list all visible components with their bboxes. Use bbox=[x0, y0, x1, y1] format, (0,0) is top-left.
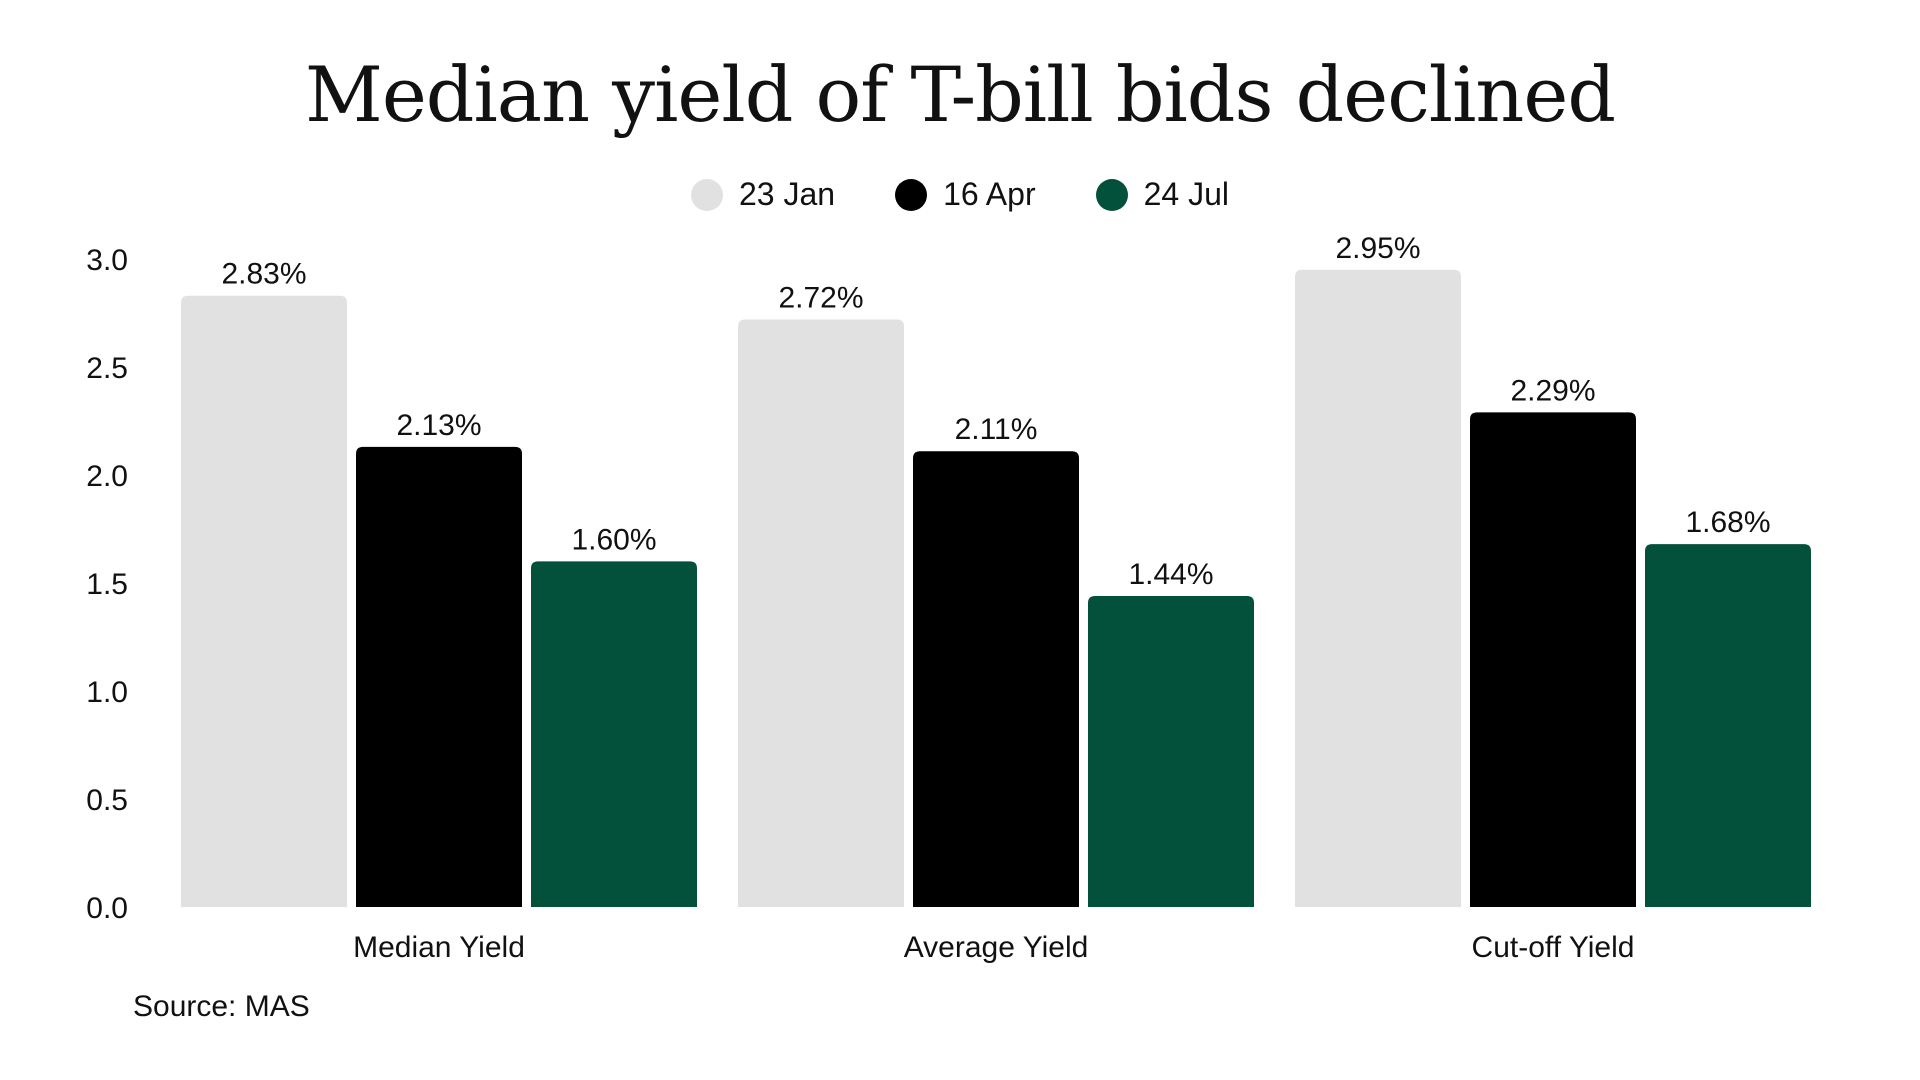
bar-cut-off-yield-24-jul bbox=[1645, 544, 1811, 907]
bar-cut-off-yield-23-jan bbox=[1295, 269, 1461, 907]
data-label-average-yield-24-jul: 1.44% bbox=[1128, 558, 1213, 591]
legend-item-24-jul: 24 Jul bbox=[1095, 176, 1229, 213]
y-tick-label: 2.0 bbox=[86, 460, 128, 493]
data-label-cut-off-yield-23-jan: 2.95% bbox=[1335, 232, 1420, 265]
source-note: Source: MAS bbox=[133, 990, 310, 1023]
bar-average-yield-24-jul bbox=[1088, 595, 1254, 907]
y-tick-label: 2.5 bbox=[86, 352, 128, 385]
y-tick-label: 1.5 bbox=[86, 568, 128, 601]
y-tick-label: 1.0 bbox=[86, 676, 128, 709]
x-category-label: Cut-off Yield bbox=[1472, 931, 1635, 964]
legend-swatch-23-jan bbox=[691, 178, 723, 211]
data-label-cut-off-yield-24-jul: 1.68% bbox=[1685, 506, 1770, 539]
legend-swatch-24-jul bbox=[1095, 178, 1128, 211]
bar-average-yield-23-jan bbox=[738, 319, 904, 908]
data-label-median-yield-23-jan: 2.83% bbox=[221, 258, 306, 291]
bar-median-yield-23-jan bbox=[181, 295, 347, 908]
bar-median-yield-16-apr bbox=[356, 446, 522, 907]
bar-cut-off-yield-16-apr bbox=[1470, 412, 1636, 907]
legend-item-16-apr: 16 Apr bbox=[895, 176, 1036, 213]
y-tick-label: 3.0 bbox=[86, 244, 128, 277]
data-label-average-yield-23-jan: 2.72% bbox=[778, 281, 863, 314]
legend-label-23-jan: 23 Jan bbox=[739, 176, 836, 212]
data-label-median-yield-16-apr: 2.13% bbox=[396, 409, 481, 442]
bar-median-yield-24-jul bbox=[531, 561, 697, 907]
legend-item-23-jan: 23 Jan bbox=[691, 176, 835, 213]
legend-label-24-jul: 24 Jul bbox=[1143, 176, 1229, 212]
legend: 23 Jan 16 Apr 24 Jul bbox=[0, 176, 1920, 213]
legend-swatch-16-apr bbox=[895, 178, 928, 211]
x-category-label: Median Yield bbox=[353, 931, 525, 964]
x-category-label: Average Yield bbox=[904, 931, 1089, 964]
data-label-average-yield-16-apr: 2.11% bbox=[955, 413, 1038, 446]
data-label-cut-off-yield-16-apr: 2.29% bbox=[1510, 374, 1595, 407]
y-tick-label: 0.5 bbox=[86, 784, 128, 817]
data-label-median-yield-24-jul: 1.60% bbox=[571, 523, 656, 556]
bar-average-yield-16-apr bbox=[913, 451, 1079, 907]
y-tick-label: 0.0 bbox=[86, 892, 128, 925]
legend-label-16-apr: 16 Apr bbox=[943, 176, 1036, 212]
chart-title: Median yield of T-bill bids declined bbox=[305, 50, 1616, 139]
